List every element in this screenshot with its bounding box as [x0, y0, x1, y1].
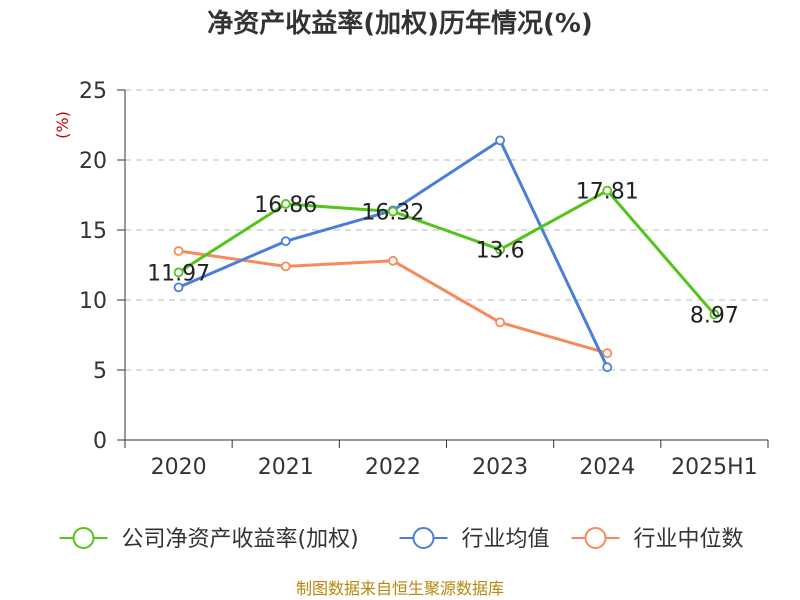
legend-marker — [72, 527, 95, 549]
axes: 0 5 10 15 20 25 2020 2021 2022 2023 2024 2025H1 — [79, 79, 769, 480]
x-tick-label: 2022 — [365, 455, 421, 480]
legend-item: 行业均值 — [399, 527, 550, 552]
y-tick-label: 25 — [79, 79, 107, 104]
y-tick-label: 5 — [93, 359, 107, 384]
data-label: 17.81 — [576, 180, 639, 205]
data-point — [709, 309, 720, 320]
x-tick-label: 2023 — [472, 455, 528, 480]
y-tick-label: 10 — [79, 289, 107, 314]
data-label: 11.97 — [147, 261, 210, 286]
y-axis-unit-label: (%) — [53, 111, 72, 139]
y-tick-label: 20 — [79, 149, 107, 174]
data-point — [173, 246, 184, 256]
data-point — [280, 261, 291, 272]
x-tick-label: 2024 — [579, 455, 635, 480]
data-point — [495, 317, 505, 328]
series-line — [177, 189, 716, 316]
source-note: 制图数据来自恒生聚源数据库 — [296, 579, 504, 598]
legend-label: 公司净资产收益率(加权) — [122, 527, 359, 552]
data-point — [280, 199, 291, 209]
chart-title: 净资产收益率(加权)历年情况(%) — [207, 8, 593, 39]
series-line — [178, 249, 608, 355]
data-point — [173, 267, 184, 278]
data-label: 13.6 — [476, 239, 525, 264]
legend-label: 行业均值 — [462, 527, 550, 552]
data-point — [173, 282, 184, 293]
data-labels: 11.97 16.86 16.32 13.6 17.81 8.97 — [147, 180, 739, 329]
data-label: 8.97 — [690, 303, 739, 328]
x-tick-label: 2021 — [258, 455, 314, 480]
legend-marker — [584, 527, 607, 549]
series-lines — [173, 135, 720, 373]
data-point — [388, 206, 398, 217]
data-point — [495, 244, 505, 255]
data-point — [602, 185, 613, 196]
data-point — [280, 236, 291, 247]
y-tick-label: 0 — [93, 429, 107, 454]
legend-item: 行业中位数 — [571, 527, 744, 552]
data-point — [388, 255, 398, 266]
legend: 公司净资产收益率(加权) 行业均值 行业中位数 — [59, 527, 744, 552]
data-label: 16.86 — [254, 193, 317, 218]
legend-item: 公司净资产收益率(加权) — [59, 527, 359, 552]
y-tick-label: 15 — [79, 219, 107, 244]
data-point — [602, 348, 613, 359]
data-point — [495, 135, 505, 146]
legend-label: 行业中位数 — [634, 527, 744, 552]
x-tick-label: 2020 — [151, 455, 207, 480]
legend-marker — [412, 527, 435, 549]
data-label: 16.32 — [361, 201, 424, 226]
data-point — [602, 362, 613, 373]
x-tick-label: 2025H1 — [671, 455, 758, 480]
